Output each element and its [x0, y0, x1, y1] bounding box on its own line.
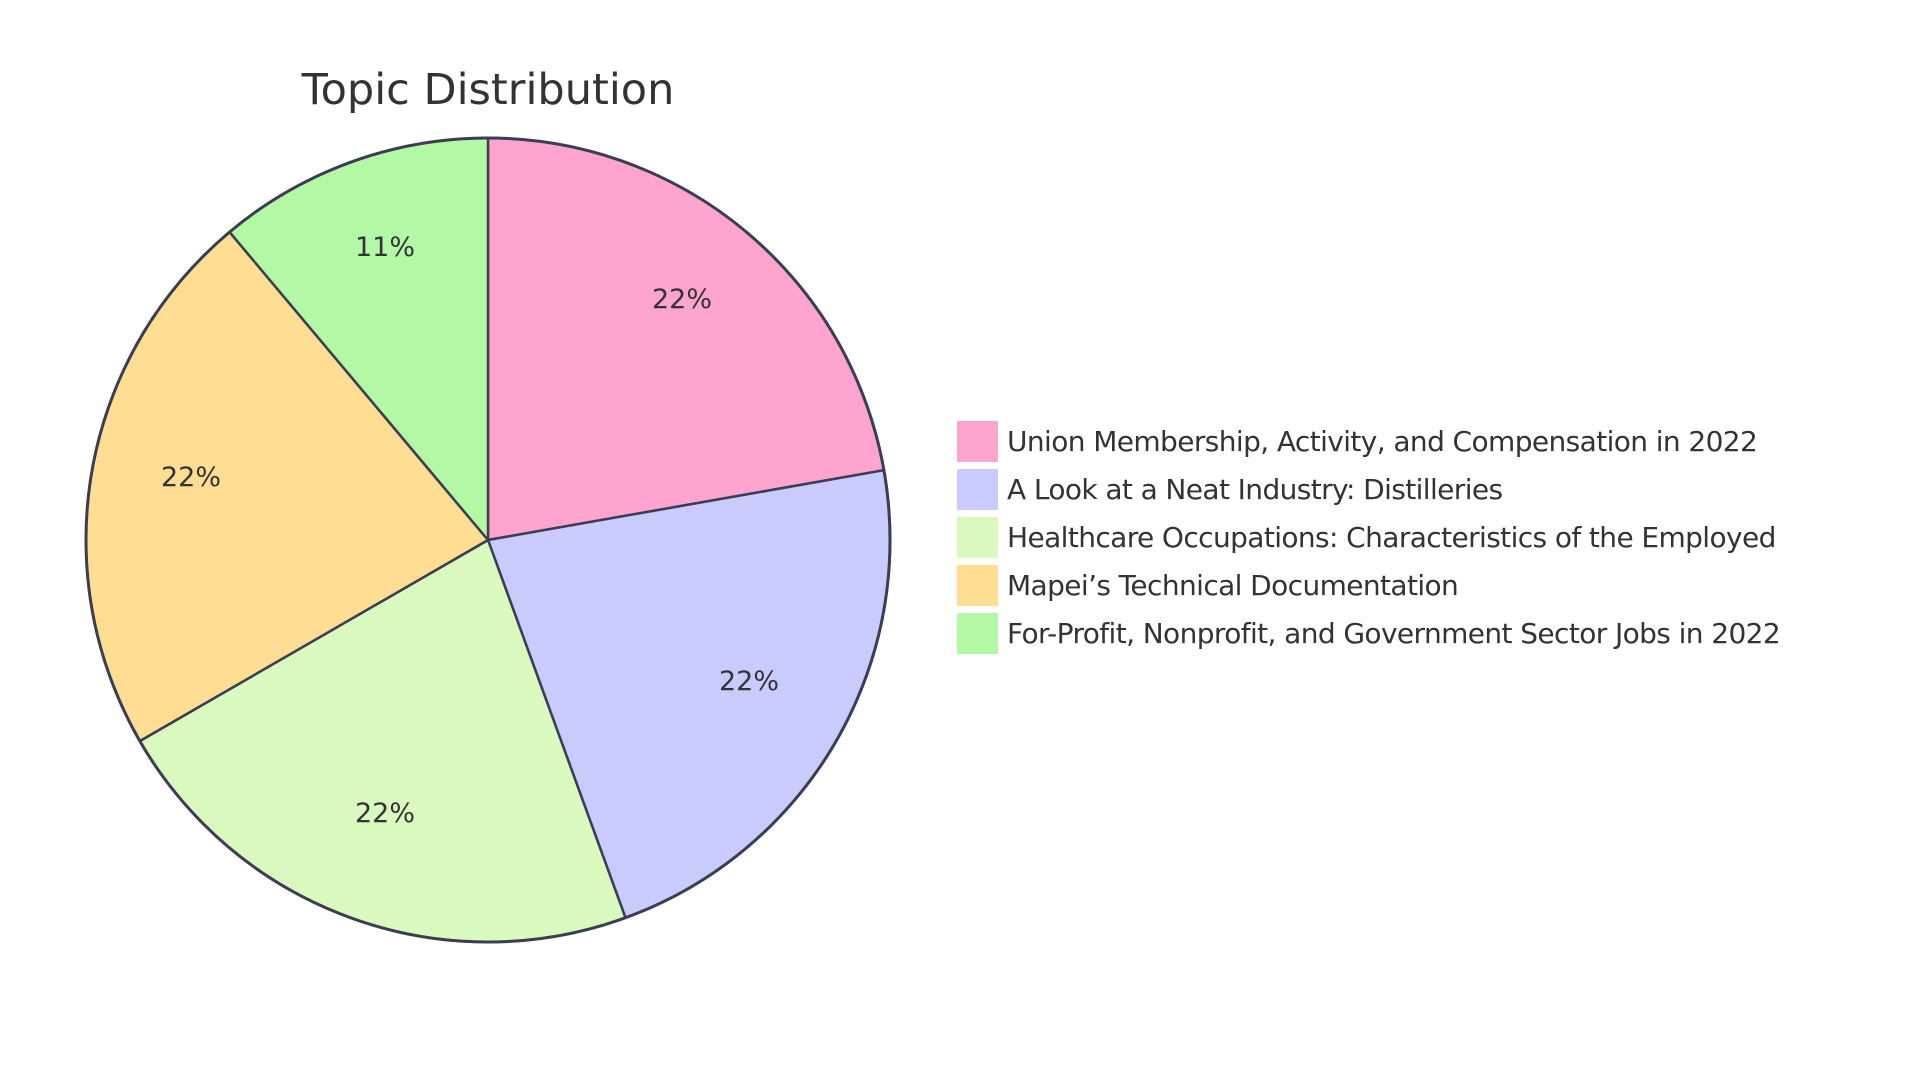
- chart-title: Topic Distribution: [301, 65, 675, 115]
- slice-label-healthcare: 22%: [355, 798, 415, 829]
- legend-label: Mapei’s Technical Documentation: [1007, 568, 1459, 602]
- slice-label-union: 22%: [652, 284, 712, 315]
- pie: [84, 136, 892, 944]
- legend-item-union-membership[interactable]: Union Membership, Activity, and Compensa…: [957, 418, 1780, 466]
- slice-label-sector-jobs: 11%: [355, 232, 415, 263]
- legend-item-distilleries[interactable]: A Look at a Neat Industry: Distilleries: [957, 466, 1780, 514]
- legend-swatch: [957, 516, 998, 558]
- legend-label: A Look at a Neat Industry: Distilleries: [1007, 473, 1503, 507]
- legend-swatch: [957, 469, 998, 511]
- slice-labels: 22% 22% 22% 22% 11%: [161, 232, 779, 829]
- legend-swatch: [957, 612, 998, 654]
- slice-label-distilleries: 22%: [719, 666, 779, 697]
- legend-item-sector-jobs[interactable]: For-Profit, Nonprofit, and Government Se…: [957, 609, 1781, 657]
- legend-item-healthcare-occupations[interactable]: Healthcare Occupations: Characteristics …: [957, 514, 1780, 562]
- legend: Union Membership, Activity, and Compensa…: [957, 418, 1781, 657]
- legend-label: For-Profit, Nonprofit, and Government Se…: [1007, 616, 1781, 650]
- legend-label: Union Membership, Activity, and Compensa…: [1007, 425, 1758, 459]
- slice-label-mapei: 22%: [161, 462, 221, 493]
- legend-item-mapei-documentation[interactable]: Mapei’s Technical Documentation: [957, 561, 1780, 609]
- legend-label: Healthcare Occupations: Characteristics …: [1007, 520, 1776, 554]
- legend-swatch: [957, 564, 998, 606]
- legend-swatch: [957, 421, 998, 463]
- pie-outline: [84, 136, 892, 944]
